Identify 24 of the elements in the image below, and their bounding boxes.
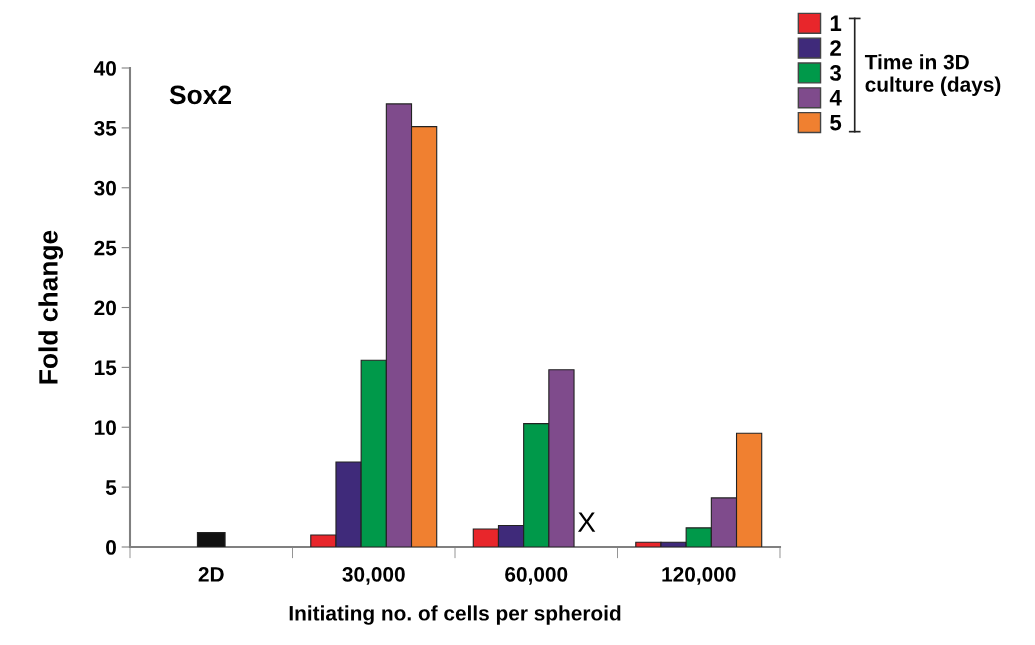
legend-label: 5	[830, 114, 842, 131]
legend-label: 4	[829, 90, 842, 106]
y-tick-label: 25	[94, 240, 117, 256]
legend-label: 1	[830, 15, 842, 31]
y-tick-label: 30	[94, 180, 116, 196]
x-axis-title: Initiating no. of cells per spheroid	[289, 605, 621, 625]
y-tick-label: 5	[105, 480, 117, 495]
legend-title: Time in 3D culture (days)	[864, 54, 1001, 96]
text: Sox2	[169, 85, 232, 105]
y-tick-label: 35	[94, 120, 117, 136]
y-tick-label: 20	[94, 300, 116, 316]
y-tick-label: 15	[94, 360, 117, 376]
x-tick-label: 2D	[198, 566, 224, 582]
y-tick-label: 0	[106, 540, 116, 555]
annotation: X	[577, 512, 596, 532]
y-tick-label: 10	[94, 420, 116, 435]
legend-label: 2	[830, 40, 841, 56]
legend-label: 3	[829, 65, 841, 81]
y-tick-label: 40	[93, 61, 116, 76]
x-tick-label: 30,000	[342, 566, 405, 585]
bar	[196, 532, 226, 547]
y-axis-title: Fold change	[38, 230, 64, 384]
x-tick-label: 60,000	[505, 566, 568, 585]
x-tick-label: 120,000	[662, 566, 736, 585]
